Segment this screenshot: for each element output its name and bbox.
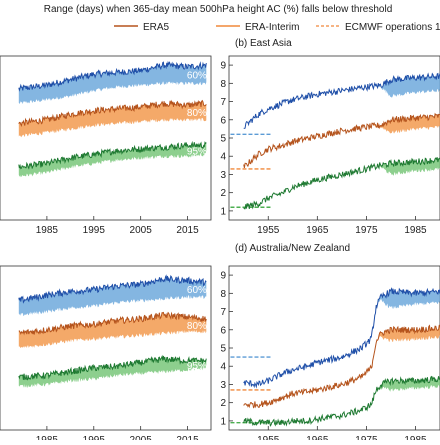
panel-a-chart: 1985 1995 2005 2015 60% 80% 95%	[0, 55, 212, 236]
y-tick-label: 1	[220, 416, 226, 427]
line-60pct	[18, 60, 207, 92]
y-tick-label: 1	[220, 206, 226, 217]
panel-title: (d) Australia/New Zealand	[235, 243, 350, 254]
y-tick-label: 3	[220, 170, 226, 181]
line-60pct	[243, 72, 440, 129]
line-95pct	[18, 140, 207, 170]
x-tick-label: 2015	[176, 225, 199, 236]
x-tick-label: 1975	[355, 225, 378, 236]
x-tick-label: 1975	[355, 435, 378, 440]
y-tick-label: 8	[220, 79, 226, 90]
band-60pct	[243, 288, 440, 387]
y-tick-label: 9	[220, 61, 226, 72]
figure-title: Range (days) when 365-day mean 500hPa he…	[44, 4, 393, 15]
threshold-label-60pct: 60%	[187, 71, 207, 82]
y-tick-label: 7	[220, 97, 226, 108]
x-tick-label: 1955	[257, 225, 280, 236]
y-tick-label: 3	[220, 380, 226, 391]
line-95pct	[243, 375, 440, 427]
y-tick-label: 5	[220, 344, 226, 355]
x-tick-label: 1965	[306, 225, 329, 236]
y-tick-label: 5	[220, 134, 226, 145]
band-60pct	[18, 62, 207, 105]
y-tick-label: 7	[220, 307, 226, 318]
x-tick-label: 1985	[404, 435, 427, 440]
x-tick-label: 1995	[83, 435, 106, 440]
line-95pct	[243, 157, 440, 210]
x-tick-label: 1965	[306, 435, 329, 440]
legend: ERA5 ERA-Interim ECMWF operations 1981	[114, 22, 440, 33]
threshold-label-95pct: 95%	[187, 361, 207, 372]
threshold-label-80pct: 80%	[187, 108, 207, 119]
line-60pct	[243, 287, 440, 389]
panel-d-chart: (d) Australia/New Zealand 1 2 3 4 5 6 7 8 9 1955 19…	[220, 243, 440, 445]
band-80pct	[243, 113, 440, 168]
legend-era-interim-label: ERA-Interim	[245, 22, 299, 33]
line-80pct	[18, 311, 207, 336]
band-80pct	[243, 324, 440, 408]
panel-title: (b) East Asia	[235, 38, 292, 49]
x-tick-label: 1955	[257, 435, 280, 440]
x-tick-label: 1995	[83, 225, 106, 236]
x-tick-label: 2005	[130, 225, 153, 236]
y-tick-label: 4	[220, 362, 226, 373]
line-95pct	[18, 354, 207, 381]
legend-era5-label: ERA5	[143, 22, 170, 33]
legend-ecmwf-ops-label: ECMWF operations 1981	[345, 22, 440, 33]
x-tick-label: 2005	[130, 435, 153, 440]
threshold-label-95pct: 95%	[187, 146, 207, 157]
line-80pct	[243, 112, 440, 169]
band-80pct	[18, 100, 207, 138]
band-60pct	[243, 73, 440, 129]
band-60pct	[18, 275, 207, 317]
band-95pct	[243, 157, 440, 209]
threshold-label-80pct: 80%	[187, 321, 207, 332]
line-80pct	[243, 324, 440, 409]
y-tick-label: 2	[220, 398, 226, 409]
panel-c-chart: 1985 1995 2005 2015 60% 80% 95%	[0, 265, 212, 445]
band-95pct	[18, 356, 207, 388]
x-tick-label: 1985	[36, 225, 59, 236]
y-tick-label: 8	[220, 289, 226, 300]
y-tick-label: 9	[220, 271, 226, 282]
threshold-label-60pct: 60%	[187, 285, 207, 296]
x-tick-label: 2015	[176, 435, 199, 440]
y-tick-label: 4	[220, 152, 226, 163]
line-80pct	[18, 99, 207, 127]
panel-b-chart: (b) East Asia 1 2 3 4 5 6 7 8 9 1955 1965 1975 1985	[220, 38, 440, 236]
band-95pct	[243, 376, 440, 426]
y-tick-label: 2	[220, 188, 226, 199]
x-tick-label: 1985	[404, 225, 427, 236]
y-tick-label: 6	[220, 325, 226, 336]
band-80pct	[18, 312, 207, 349]
x-tick-label: 1985	[36, 435, 59, 440]
band-95pct	[18, 142, 207, 178]
line-60pct	[18, 274, 207, 304]
y-tick-label: 6	[220, 115, 226, 126]
